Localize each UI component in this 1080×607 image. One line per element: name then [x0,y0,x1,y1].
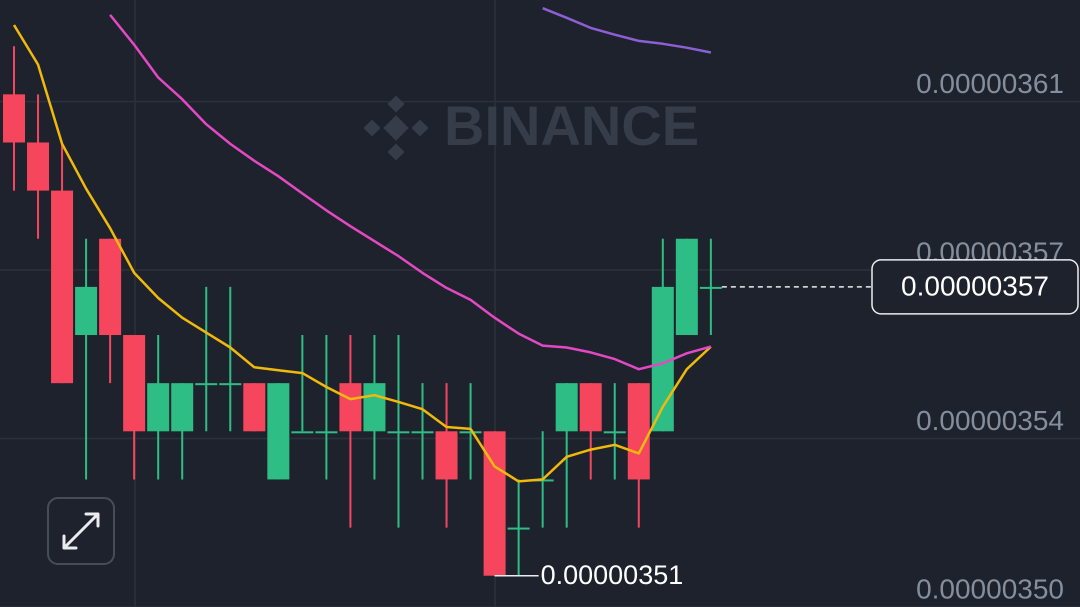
candle-body [483,431,506,576]
expand-button[interactable] [47,497,115,565]
candle-body [195,383,218,386]
moving-average-line [109,14,712,371]
candle-body [315,431,338,434]
expand-icon[interactable] [62,512,100,550]
candle-body [651,286,674,432]
candle-body [459,431,482,434]
candle-body [219,383,242,386]
candle-body [267,383,290,480]
y-tick-label: 0.00000354 [916,405,1064,436]
candle-body [243,383,266,432]
candle-body [363,383,386,432]
candle-body [579,383,602,432]
candle-body [75,286,98,336]
y-tick-label: 0.00000350 [916,573,1064,604]
candle-body [675,238,698,336]
candle-body [291,431,314,434]
candle-body [555,383,578,432]
candle-body [603,431,626,434]
last-price-label: 0.00000357 [901,270,1049,301]
candle-body [3,94,25,143]
candle-body [387,431,410,434]
watermark-text: BINANCE [444,94,699,157]
plot [3,7,722,576]
y-tick-label: 0.00000361 [916,68,1064,99]
overlay: 0.00000357 0.00000351 [494,259,1079,590]
candle-body [99,238,122,336]
candle-body [339,383,362,432]
candle-body [171,383,194,432]
candle-body [507,527,530,530]
moving-average-line [12,24,712,483]
candle-body [147,383,170,432]
last-price-box [871,259,1079,315]
candle-body [123,335,146,432]
candle-body [435,431,458,480]
candle-body [699,286,722,289]
moving-average-line [542,7,712,54]
candle-body [411,431,434,434]
candle-body [27,142,50,191]
candle-body [627,383,650,480]
low-marker-label: 0.00000351 [541,560,684,590]
candle-body [51,190,74,384]
